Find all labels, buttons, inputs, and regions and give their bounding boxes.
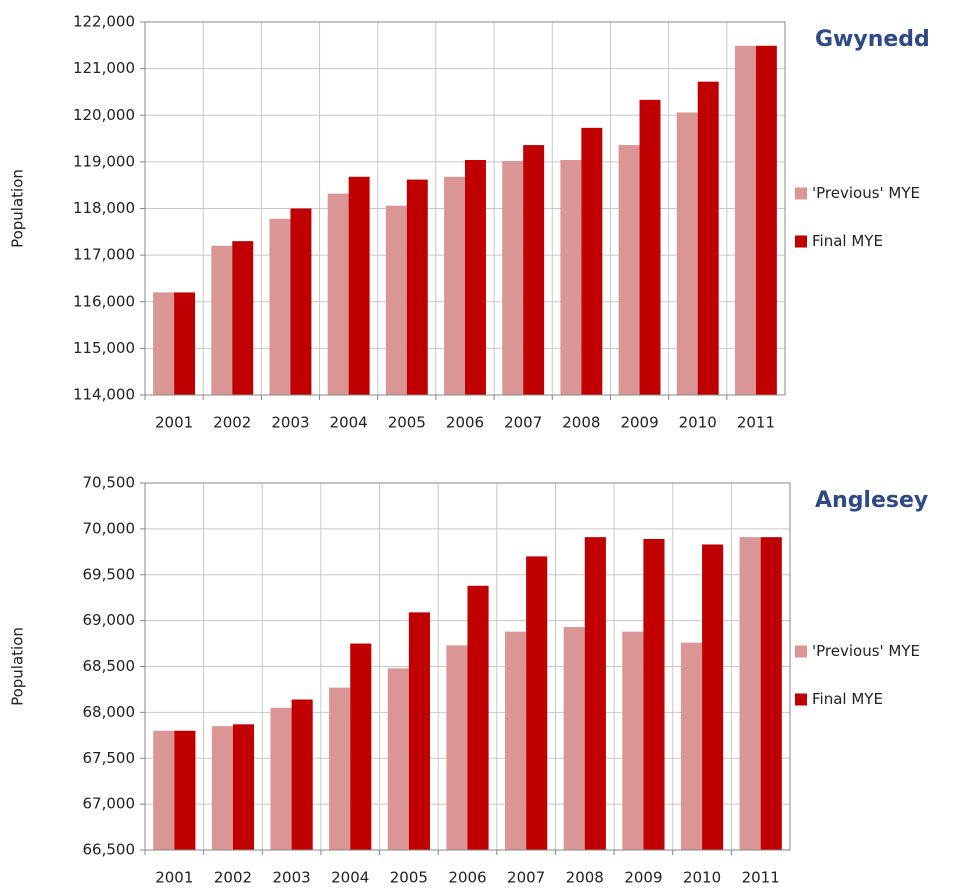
bar <box>465 160 486 395</box>
x-tick-label: 2005 <box>390 869 428 887</box>
legend-swatch <box>795 693 807 706</box>
y-tick-label: 68,000 <box>83 703 136 721</box>
bar <box>270 707 292 850</box>
x-tick-label: 2001 <box>155 414 193 432</box>
bar <box>505 631 527 850</box>
y-tick-label: 67,000 <box>83 795 136 813</box>
y-tick-label: 114,000 <box>73 386 135 404</box>
bar <box>153 730 175 850</box>
x-tick-label: 2008 <box>566 869 604 887</box>
bar <box>269 218 291 395</box>
y-tick-label: 118,000 <box>73 199 135 217</box>
y-tick-label: 119,000 <box>73 152 135 170</box>
y-tick-label: 69,000 <box>83 611 136 629</box>
legend-swatch <box>795 187 807 200</box>
y-tick-label: 67,500 <box>83 749 136 767</box>
bar <box>348 176 370 395</box>
bar <box>290 208 312 395</box>
bar <box>581 127 603 396</box>
y-tick-label: 70,500 <box>83 474 136 492</box>
bar <box>584 537 606 850</box>
bar <box>444 176 465 395</box>
bar <box>676 112 698 395</box>
bar <box>643 538 665 850</box>
bar <box>211 245 233 395</box>
legend-label: Final MYE <box>812 232 883 250</box>
x-tick-label: 2006 <box>446 414 484 432</box>
bar <box>467 585 489 850</box>
y-tick-label: 66,500 <box>83 841 136 859</box>
legend-label: 'Previous' MYE <box>812 642 920 660</box>
x-tick-label: 2003 <box>271 414 309 432</box>
chart-title: Anglesey <box>815 488 928 513</box>
bar <box>680 642 703 850</box>
legend-swatch <box>795 235 807 248</box>
x-tick-label: 2009 <box>624 869 662 887</box>
x-tick-label: 2004 <box>330 414 368 432</box>
plot-frame <box>144 482 791 851</box>
bar <box>739 537 761 850</box>
x-tick-label: 2010 <box>683 869 721 887</box>
legend-label: Final MYE <box>812 690 883 708</box>
y-tick-label: 68,500 <box>83 657 136 675</box>
y-tick-label: 116,000 <box>73 292 135 310</box>
bar <box>153 292 175 395</box>
bar <box>174 730 196 850</box>
bar <box>291 699 313 850</box>
bar <box>618 145 640 395</box>
bar <box>232 724 255 850</box>
x-tick-label: 2003 <box>272 869 310 887</box>
y-tick-label: 122,000 <box>73 13 135 31</box>
bar <box>406 179 428 395</box>
y-tick-label: 115,000 <box>73 339 135 357</box>
legend-swatch <box>795 645 807 658</box>
y-tick-label: 69,500 <box>83 565 136 583</box>
plot-frame <box>144 21 786 396</box>
y-tick-label: 117,000 <box>73 246 135 264</box>
y-tick-label: 70,000 <box>83 519 136 537</box>
bar <box>385 205 407 395</box>
x-tick-label: 2004 <box>331 869 369 887</box>
bar <box>232 241 254 395</box>
x-tick-label: 2002 <box>213 414 251 432</box>
bar <box>174 292 196 395</box>
x-tick-label: 2001 <box>155 869 193 887</box>
x-tick-label: 2005 <box>388 414 426 432</box>
bar <box>329 687 351 850</box>
bar <box>760 537 782 850</box>
bar <box>639 99 661 396</box>
x-tick-label: 2006 <box>448 869 486 887</box>
y-tick-label: 120,000 <box>73 106 135 124</box>
bar <box>387 668 409 850</box>
y-tick-label: 121,000 <box>73 59 135 77</box>
bar <box>563 627 585 850</box>
x-tick-label: 2008 <box>562 414 600 432</box>
chart-title: Gwynedd <box>815 27 930 52</box>
x-tick-label: 2009 <box>620 414 658 432</box>
bar <box>211 726 233 850</box>
y-axis-label: Population <box>9 627 27 706</box>
bar <box>446 645 468 850</box>
bar <box>523 145 545 395</box>
x-tick-label: 2007 <box>504 414 542 432</box>
x-tick-label: 2002 <box>214 869 252 887</box>
legend-label: 'Previous' MYE <box>812 184 920 202</box>
x-tick-label: 2007 <box>507 869 545 887</box>
bar <box>697 81 719 396</box>
bar <box>560 160 582 395</box>
bar <box>734 45 756 396</box>
bar <box>350 643 372 850</box>
bar <box>502 160 524 395</box>
bar <box>408 612 430 850</box>
bar <box>526 556 548 850</box>
x-tick-label: 2011 <box>742 869 780 887</box>
x-tick-label: 2011 <box>737 414 775 432</box>
bar <box>702 544 724 850</box>
bar <box>755 45 777 396</box>
bar <box>327 193 349 395</box>
bar <box>622 631 644 850</box>
x-tick-label: 2010 <box>679 414 717 432</box>
y-axis-label: Population <box>9 169 27 248</box>
